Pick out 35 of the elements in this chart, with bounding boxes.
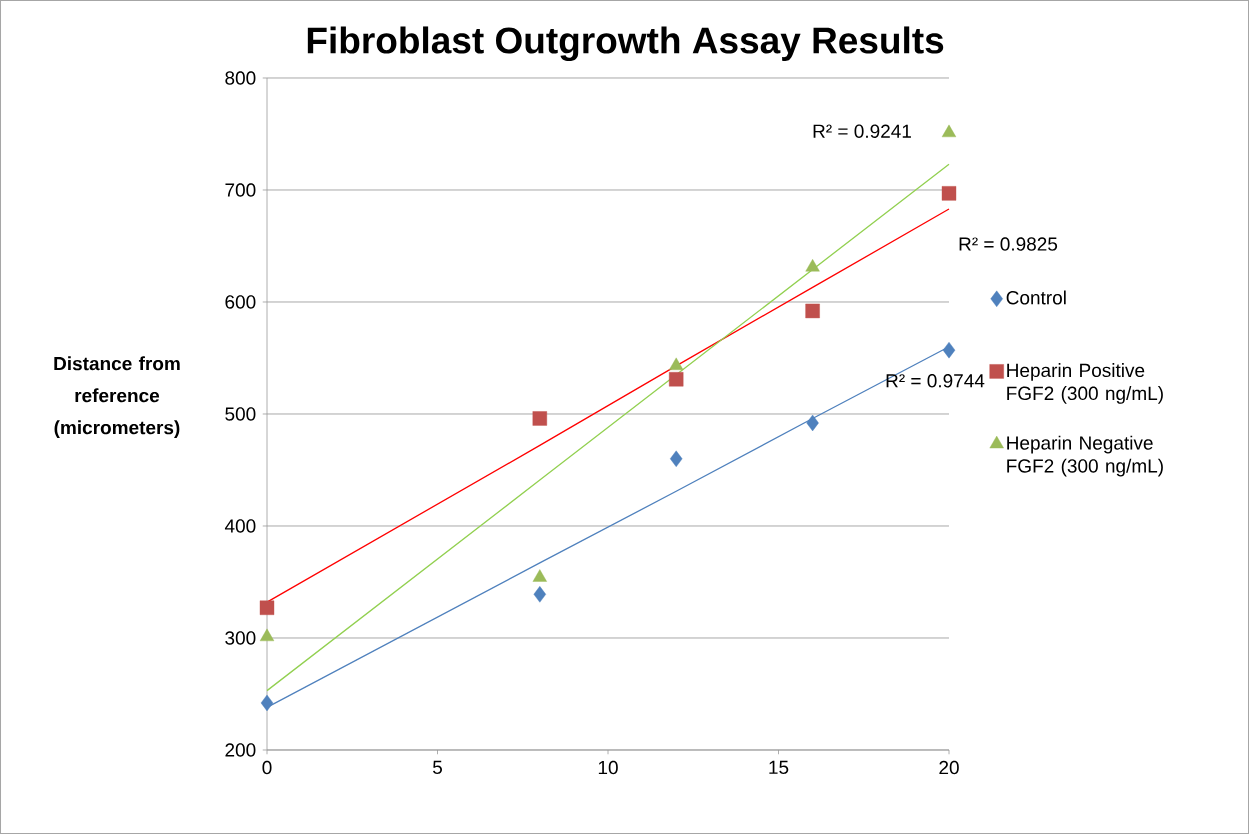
x-tick-label: 0 [262, 760, 272, 775]
y-tick-label: 700 [225, 183, 256, 197]
point [533, 586, 547, 603]
y-tick-label: 400 [224, 519, 256, 533]
x-tick-label: 5 [432, 760, 442, 775]
point [941, 124, 957, 138]
point [259, 600, 275, 615]
point [532, 411, 548, 426]
y-axis-title: Distance from reference (micrometers) [54, 356, 180, 439]
point [259, 628, 275, 642]
point [669, 372, 684, 387]
point [532, 569, 547, 582]
y-tick-label: 600 [225, 295, 256, 309]
point [805, 303, 820, 319]
annotation: R² = 0.9241 [813, 124, 911, 138]
point [669, 357, 684, 371]
y-tick-label: 200 [225, 743, 256, 757]
legend-label: Heparin Negative FGF2 (300 ng/mL) [1007, 435, 1163, 477]
x-tick-label: 10 [598, 760, 618, 775]
chart-title: Fibroblast Outgrowth Assay Results [307, 26, 944, 62]
annotation: R² = 0.9744 [886, 374, 985, 388]
point [805, 259, 820, 272]
x-tick-label: 20 [939, 760, 959, 775]
point [942, 341, 956, 359]
legend-label: Control [1006, 290, 1066, 305]
x-tick-label: 15 [769, 760, 789, 775]
text: R² = 0.9825 [959, 237, 1058, 251]
point [806, 414, 819, 432]
y-tick-label: 500 [225, 407, 256, 421]
point [260, 694, 274, 712]
point [941, 186, 957, 201]
point [670, 450, 683, 467]
y-tick-label: 300 [225, 631, 256, 645]
legend-label: Heparin Positive FGF2 (300 ng/mL) [1007, 363, 1163, 404]
y-tick-label: 800 [225, 71, 256, 85]
